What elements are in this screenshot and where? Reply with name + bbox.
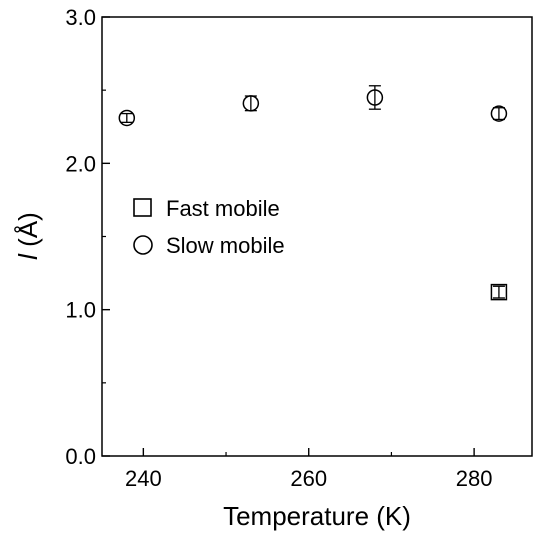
x-tick-label: 280 — [456, 466, 493, 491]
y-axis-title: l (Å) — [13, 212, 43, 260]
y-axis: 0.0 1.0 2.0 3.0 — [65, 5, 110, 469]
x-axis-title: Temperature (K) — [223, 501, 411, 531]
x-tick-label: 240 — [125, 466, 162, 491]
x-tick-label: 260 — [290, 466, 327, 491]
square-marker — [490, 283, 508, 301]
circle-marker — [490, 105, 508, 122]
data-points — [118, 85, 508, 301]
y-tick-label: 2.0 — [65, 151, 96, 176]
data-point-slow-mobile — [242, 95, 260, 112]
circle-marker — [118, 109, 136, 127]
circle-marker — [366, 89, 384, 106]
x-axis: 240 260 280 — [125, 448, 492, 491]
y-tick-label: 0.0 — [65, 444, 96, 469]
legend: Fast mobile Slow mobile — [133, 196, 285, 258]
legend-label-slow-mobile: Slow mobile — [166, 233, 285, 258]
data-point-fast-mobile — [490, 283, 508, 301]
legend-marker-fast-mobile — [133, 198, 152, 217]
data-point-slow-mobile — [366, 85, 384, 110]
y-axis-title-unit: (Å) — [13, 212, 43, 254]
y-axis-title-symbol: l — [13, 253, 43, 260]
data-point-slow-mobile — [118, 109, 136, 127]
circle-marker — [242, 95, 260, 112]
y-tick-label: 3.0 — [65, 5, 96, 30]
legend-label-fast-mobile: Fast mobile — [166, 196, 280, 221]
legend-marker-slow-mobile — [133, 235, 153, 255]
data-point-slow-mobile — [490, 105, 508, 122]
y-tick-label: 1.0 — [65, 298, 96, 323]
